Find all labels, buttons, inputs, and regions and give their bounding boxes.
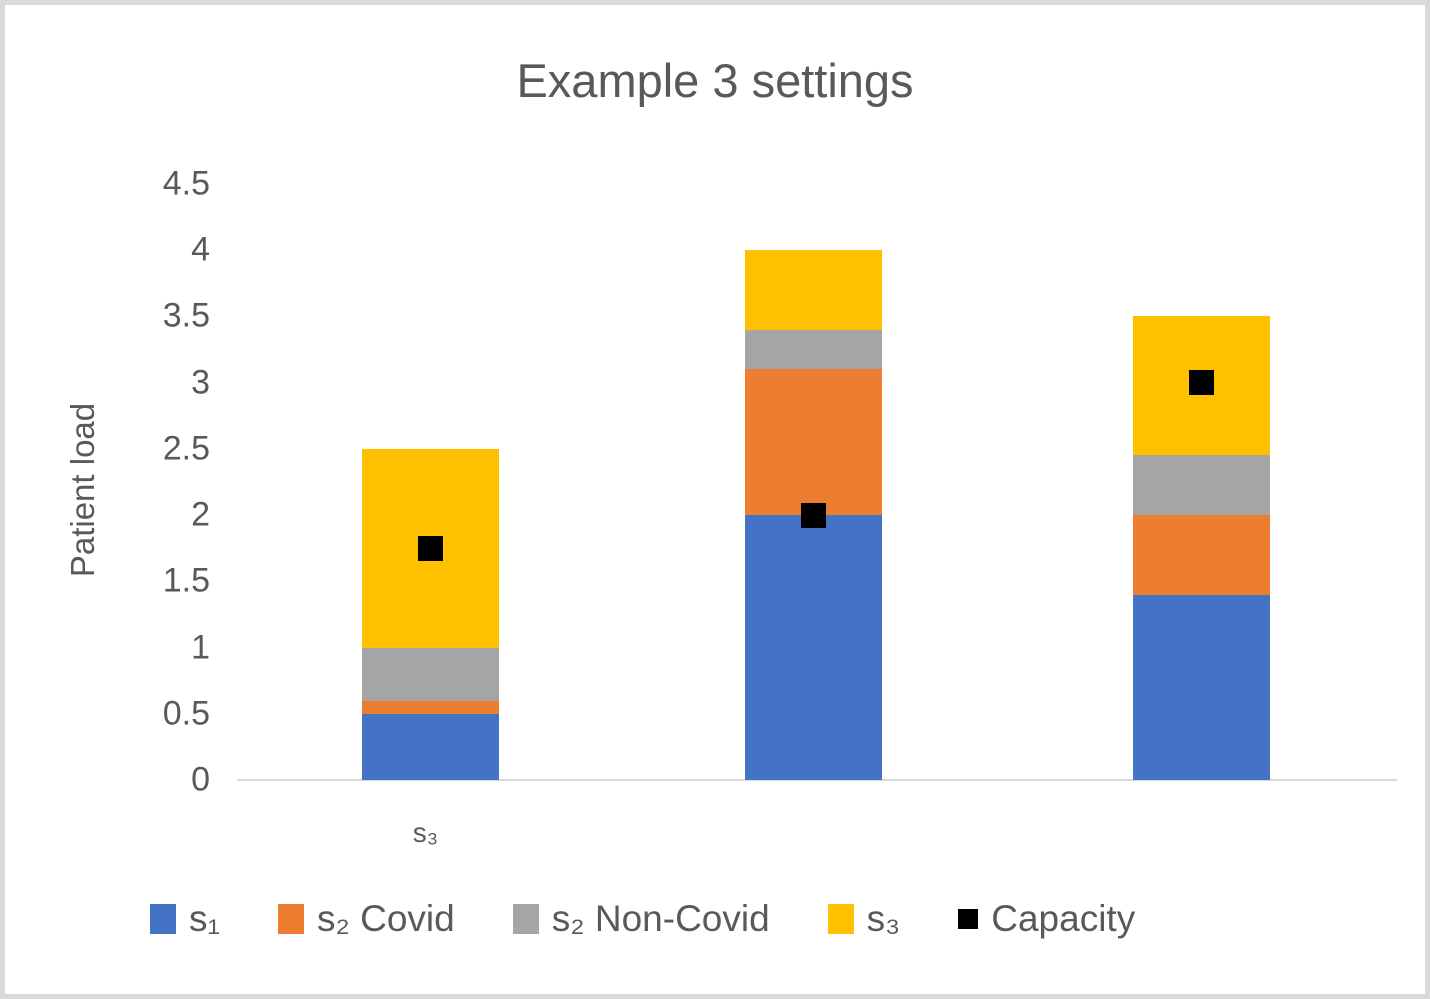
- bar-segment[interactable]: [362, 647, 499, 701]
- y-tick-label: 3: [191, 363, 210, 401]
- legend-item[interactable]: s₂ Covid: [277, 898, 455, 940]
- y-tick-label: 4: [191, 230, 210, 269]
- x-category-label: s₃: [412, 817, 439, 848]
- y-tick-label: 0: [191, 760, 210, 799]
- y-tick-label: 2.5: [162, 429, 210, 468]
- legend-label: Capacity: [991, 898, 1136, 939]
- bar-segment[interactable]: [1133, 515, 1270, 595]
- legend-item[interactable]: s₂ Non-Covid: [512, 898, 770, 940]
- bar-segment[interactable]: [745, 250, 882, 330]
- frame-top-line: [0, 0, 1430, 2]
- legend-item[interactable]: Capacity: [958, 898, 1135, 940]
- bar-segment[interactable]: [745, 369, 882, 515]
- y-tick-label: 1: [191, 628, 210, 666]
- bar-segment[interactable]: [745, 329, 882, 370]
- y-tick-label: 1.5: [162, 561, 210, 600]
- bar-segment[interactable]: [1133, 594, 1270, 780]
- legend-label: s₃: [866, 898, 901, 939]
- legend-label: s₂ Non-Covid: [551, 898, 770, 939]
- bar-segment[interactable]: [362, 700, 499, 714]
- x-axis-line: [237, 779, 1397, 781]
- legend-swatch-icon: [512, 904, 539, 934]
- y-tick-label: 0.5: [162, 694, 210, 733]
- y-tick-label: 2: [191, 495, 210, 534]
- legend-label: s₁: [189, 898, 220, 939]
- legend-swatch-icon: [827, 904, 854, 934]
- legend: s₁ s₂ Covid s₂ Non-Covid s₃ Capacity: [150, 898, 1135, 940]
- bar-segment[interactable]: [362, 713, 499, 780]
- capacity-marker[interactable]: [801, 502, 826, 528]
- legend-swatch-icon: [958, 909, 979, 929]
- capacity-marker[interactable]: [1189, 370, 1214, 395]
- y-tick-label: 3.5: [162, 296, 210, 335]
- chart-title: Example 3 settings: [516, 54, 914, 107]
- bar-segment[interactable]: [745, 515, 882, 780]
- capacity-marker[interactable]: [418, 535, 443, 561]
- legend-swatch-icon: [277, 904, 304, 934]
- y-tick-label: 4.5: [162, 164, 210, 203]
- legend-swatch-icon: [150, 904, 176, 934]
- bar-segment[interactable]: [1133, 455, 1270, 515]
- legend-item[interactable]: s₃: [827, 898, 901, 940]
- legend-label: s₂ Covid: [316, 898, 455, 939]
- legend-item[interactable]: s₁: [150, 898, 220, 940]
